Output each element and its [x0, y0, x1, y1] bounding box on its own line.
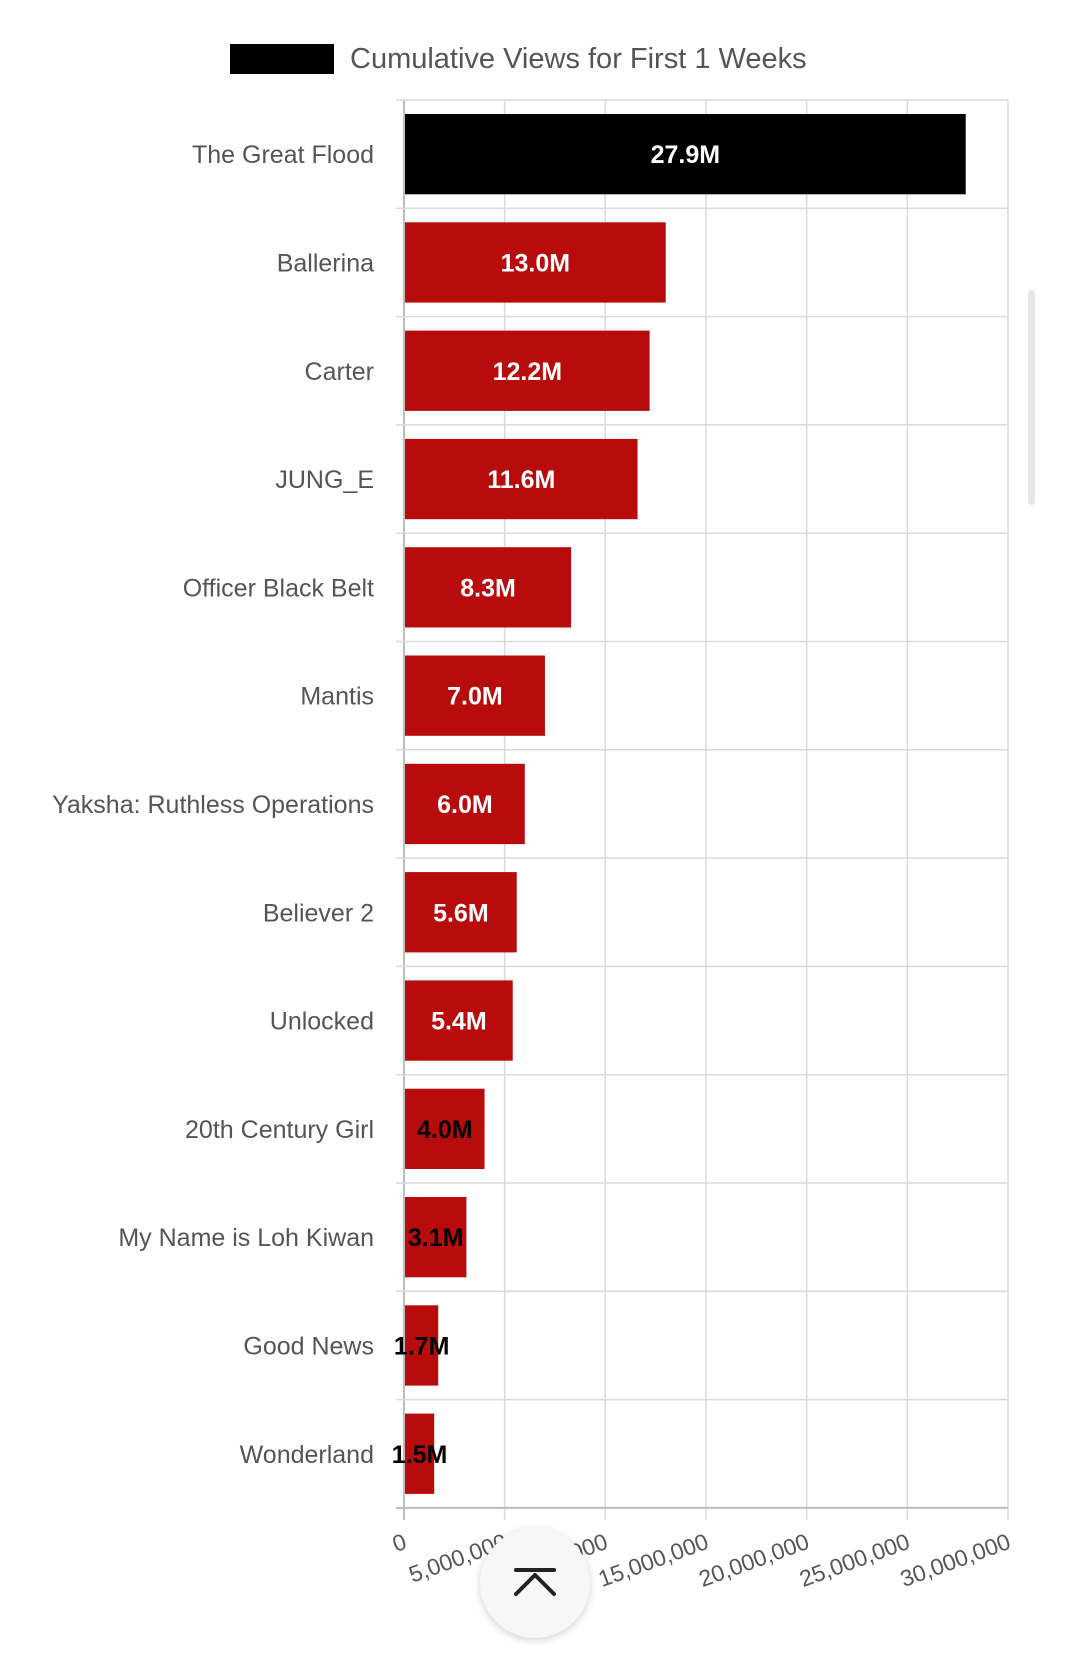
data-label: 3.1M: [408, 1224, 464, 1252]
category-label: Mantis: [300, 683, 374, 711]
category-label: The Great Flood: [192, 141, 374, 169]
bar[interactable]: [405, 222, 666, 303]
category-label: Yaksha: Ruthless Operations: [52, 791, 374, 819]
category-label: Ballerina: [277, 249, 374, 277]
legend: Cumulative Views for First 1 Weeks: [230, 43, 807, 75]
data-labels: 27.9M 13.0M 12.2M 11.6M 8.3M 7.0M 6.0M 5.6M 5.4M…: [392, 141, 720, 1469]
category-label: 20th Century Girl: [185, 1116, 374, 1144]
data-label: 5.6M: [433, 899, 489, 927]
chevron-up-icon: [514, 1568, 556, 1596]
data-label: 8.3M: [460, 574, 516, 602]
bar[interactable]: [405, 763, 525, 845]
bar[interactable]: [405, 1088, 485, 1169]
data-label: 27.9M: [651, 141, 720, 169]
bar[interactable]: [405, 655, 545, 736]
scrollbar[interactable]: [1028, 290, 1035, 505]
category-label: My Name is Loh Kiwan: [118, 1224, 374, 1252]
data-label: 7.0M: [447, 683, 503, 711]
bar[interactable]: [405, 1413, 435, 1494]
x-tick-label: 20,000,000: [695, 1528, 812, 1592]
bar[interactable]: [405, 114, 966, 195]
bars: [405, 114, 966, 1494]
x-tick-label: 15,000,000: [595, 1528, 712, 1592]
x-tick-label: 0: [389, 1528, 410, 1557]
bar[interactable]: [405, 1305, 439, 1386]
data-label: 5.4M: [431, 1008, 487, 1036]
data-label: 1.7M: [394, 1332, 450, 1360]
category-label: Unlocked: [270, 1008, 374, 1036]
category-label: Officer Black Belt: [183, 574, 374, 602]
legend-swatch: [230, 44, 334, 74]
bar[interactable]: [405, 1197, 467, 1278]
category-label: Carter: [305, 358, 374, 386]
data-label: 13.0M: [501, 249, 570, 277]
gridlines: [396, 99, 1009, 1520]
bar[interactable]: [405, 330, 650, 411]
bar[interactable]: [405, 872, 517, 953]
category-label: Good News: [243, 1332, 374, 1360]
data-label: 12.2M: [493, 358, 562, 386]
data-label: 1.5M: [392, 1441, 448, 1469]
data-label: 6.0M: [437, 791, 493, 819]
data-label: 4.0M: [417, 1116, 473, 1144]
category-label: JUNG_E: [275, 466, 374, 494]
scroll-to-top-button[interactable]: [480, 1528, 590, 1638]
category-label: Wonderland: [240, 1441, 374, 1469]
category-labels: The Great Flood Ballerina Carter JUNG_E Offi…: [52, 141, 374, 1469]
data-label: 11.6M: [487, 466, 555, 494]
legend-label: Cumulative Views for First 1 Weeks: [350, 43, 807, 75]
bar[interactable]: [405, 980, 513, 1061]
bar[interactable]: [405, 438, 638, 520]
x-tick-label: 25,000,000: [796, 1528, 913, 1592]
x-tick-label: 30,000,000: [897, 1528, 1014, 1592]
category-label: Believer 2: [263, 899, 374, 927]
bar[interactable]: [405, 547, 572, 628]
